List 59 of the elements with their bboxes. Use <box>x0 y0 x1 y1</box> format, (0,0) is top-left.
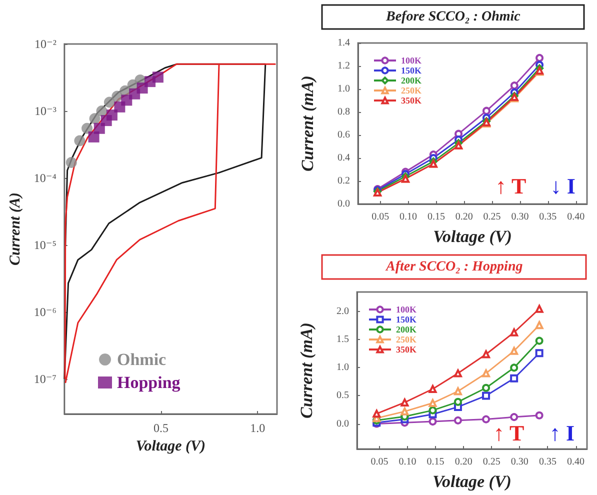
legend-label: 150K <box>396 314 417 324</box>
legend-label: 200K <box>396 324 417 334</box>
y-tick-label: 1.2 <box>338 60 350 72</box>
annotation: ↑ T <box>493 420 525 446</box>
x-tick-label: 0.35 <box>539 212 557 222</box>
x-axis-title: Voltage (V) <box>136 438 206 454</box>
y-tick-label: 0.0 <box>336 418 349 430</box>
x-axis-title: Voltage (V) <box>433 227 512 246</box>
x-tick-label: 0.15 <box>426 456 444 468</box>
y-tick-label: 10⁻³ <box>34 104 57 118</box>
y-axis-title: Current (mA) <box>298 76 317 172</box>
annotation: ↑ I <box>550 420 575 446</box>
legend-label: 100K <box>396 304 417 314</box>
x-tick-label: 0.30 <box>510 456 528 468</box>
x-tick-label: 0.20 <box>454 456 472 468</box>
x-tick-label: 0.40 <box>567 456 585 468</box>
y-tick-label: 0.4 <box>338 152 350 164</box>
legend-label: 350K <box>401 96 422 106</box>
x-tick-label: 0.35 <box>538 456 556 468</box>
annotation: ↓ I <box>550 174 576 198</box>
legend-label: Hopping <box>117 373 181 392</box>
y-tick-label: 10⁻⁷ <box>34 372 56 386</box>
y-tick-label: 0.5 <box>336 390 349 402</box>
y-axis-title: Current (A) <box>8 192 24 266</box>
x-tick-label: 0.05 <box>372 212 390 222</box>
y-tick-label: 1.4 <box>338 38 350 48</box>
chart-title: After SCCO₂ : Hopping <box>385 260 523 274</box>
y-tick-label: 0.0 <box>338 198 350 210</box>
y-tick-label: 10⁻² <box>34 37 57 51</box>
legend-label: Ohmic <box>117 350 167 369</box>
x-tick-label: 0.05 <box>370 456 388 468</box>
y-tick-label: 0.2 <box>338 176 350 186</box>
y-tick-label: 10⁻⁴ <box>34 170 56 185</box>
annotation: ↑ T <box>495 174 527 198</box>
y-tick-label: 0.8 <box>338 106 350 118</box>
y-axis-title: Current (mA) <box>297 322 316 418</box>
y-tick-label: 10⁻⁵ <box>34 238 56 252</box>
legend-label: 200K <box>401 76 422 86</box>
x-tick-label: 0.40 <box>567 212 585 222</box>
legend-label: 350K <box>396 344 417 354</box>
x-tick-label: 0.15 <box>427 212 445 222</box>
y-tick-label: 0.6 <box>338 130 350 140</box>
x-tick-label: 0.20 <box>455 212 473 222</box>
x-tick-label: 0.10 <box>400 212 418 222</box>
legend-label: 150K <box>401 66 422 76</box>
legend-label: 250K <box>401 86 422 96</box>
y-tick-label: 1.0 <box>338 84 350 94</box>
x-tick-label: 0.25 <box>482 456 500 468</box>
y-tick-label: 2.0 <box>336 306 349 318</box>
x-axis-title: Voltage (V) <box>432 472 512 491</box>
x-tick-label: 0.25 <box>483 212 501 222</box>
y-tick-label: 1.0 <box>336 362 349 374</box>
legend-label: 100K <box>401 56 422 66</box>
chart-title: Before SCCO₂ : Ohmic <box>385 10 522 24</box>
x-tick-label: 0.10 <box>398 456 416 468</box>
y-tick-label: 10⁻⁶ <box>34 304 56 319</box>
y-tick-label: 1.5 <box>336 334 349 346</box>
x-tick-label: 0.30 <box>511 212 529 222</box>
legend-label: 250K <box>396 334 417 344</box>
